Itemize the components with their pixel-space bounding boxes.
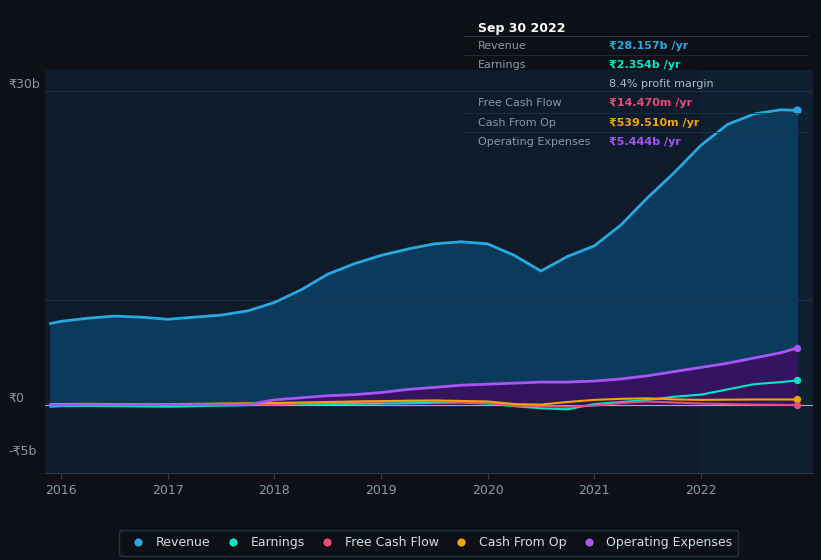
Text: Sep 30 2022: Sep 30 2022 (478, 22, 565, 35)
Text: ₹539.510m /yr: ₹539.510m /yr (608, 118, 699, 128)
Point (791, 395, 804, 404)
Text: ₹0: ₹0 (8, 392, 24, 405)
Legend: Revenue, Earnings, Free Cash Flow, Cash From Op, Operating Expenses: Revenue, Earnings, Free Cash Flow, Cash … (120, 530, 738, 556)
Point (791, 376, 804, 385)
Text: Free Cash Flow: Free Cash Flow (478, 99, 562, 109)
Point (791, 106, 804, 115)
Text: Operating Expenses: Operating Expenses (478, 137, 590, 147)
Text: 8.4% profit margin: 8.4% profit margin (608, 79, 713, 89)
Point (791, 344, 804, 353)
Text: ₹30b: ₹30b (8, 78, 40, 91)
Text: ₹28.157b /yr: ₹28.157b /yr (608, 41, 688, 51)
Text: -₹5b: -₹5b (8, 445, 37, 458)
Text: Cash From Op: Cash From Op (478, 118, 556, 128)
Bar (701, 70, 813, 473)
Text: ₹5.444b /yr: ₹5.444b /yr (608, 137, 681, 147)
Point (791, 400, 804, 409)
Text: ₹2.354b /yr: ₹2.354b /yr (608, 60, 680, 70)
Text: Revenue: Revenue (478, 41, 526, 51)
Text: ₹14.470m /yr: ₹14.470m /yr (608, 99, 692, 109)
Text: Earnings: Earnings (478, 60, 526, 70)
